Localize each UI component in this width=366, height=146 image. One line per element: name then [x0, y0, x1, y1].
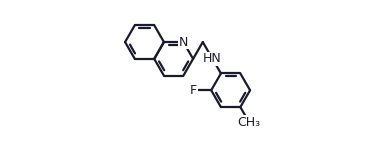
Text: CH₃: CH₃: [238, 116, 261, 129]
Text: N: N: [179, 35, 188, 49]
Text: F: F: [190, 84, 197, 97]
Text: HN: HN: [203, 52, 222, 65]
